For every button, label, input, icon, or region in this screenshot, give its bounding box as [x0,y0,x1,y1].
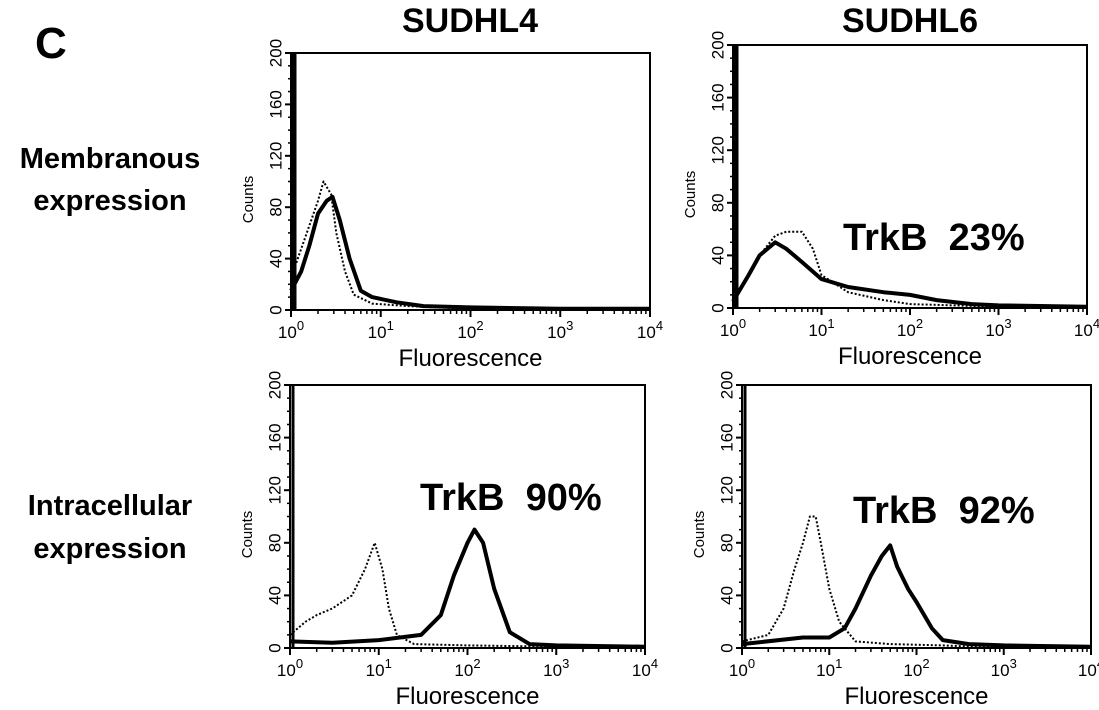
y-tick-label: 0 [266,305,285,314]
y-tick-label: 40 [265,586,284,605]
x-tick-label: 102 [454,656,480,680]
histogram-panel: 0 40 80 120 160 200 100 101 102 103 104 Counts Fluor… [691,371,1099,710]
x-axis-label: Fluorescence [844,683,988,710]
histogram-panel: 0 40 80 120 160 200 100 101 102 103 104 Counts Fluor… [239,371,658,710]
row-label-intracellular-1: Intracellular [28,490,192,522]
x-tick-label: 100 [720,316,746,340]
y-axis-label: Counts [682,171,699,219]
histogram-panel: 0 40 80 120 160 200 100 101 102 103 104 Counts Fluor… [682,31,1099,370]
trkb-percentage-annotation: TrkB 23% [843,217,1025,259]
dotted-histogram-line [289,541,646,649]
trkb-percentage-annotation: TrkB 90% [420,477,602,519]
y-axis-label: Counts [691,511,708,559]
row-label-intracellular-2: expression [33,533,186,565]
x-tick-label: 100 [278,318,304,342]
y-tick-label: 160 [708,83,727,111]
solid-histogram-line [741,543,1092,649]
x-tick-label: 101 [368,318,394,342]
x-tick-label: 103 [543,656,569,680]
trkb-percentage-annotation: TrkB 92% [853,490,1035,532]
x-tick-label: 103 [991,656,1017,680]
y-tick-label: 80 [265,533,284,552]
x-tick-label: 104 [1074,316,1099,340]
y-tick-label: 200 [266,39,285,67]
plot-frame [732,44,1088,309]
y-tick-label: 0 [717,643,736,652]
y-tick-label: 200 [717,371,736,399]
row-label-membranous-1: Membranous [20,143,200,175]
y-tick-label: 40 [266,249,285,268]
row-label-membranous-2: expression [33,185,186,217]
x-axis-label: Fluorescence [838,343,982,370]
dotted-histogram-line [741,515,1091,649]
y-tick-label: 160 [266,90,285,118]
y-tick-label: 80 [708,193,727,212]
y-tick-label: 0 [708,303,727,312]
y-tick-label: 160 [265,423,284,451]
y-tick-label: 80 [717,533,736,552]
column-title-sudhl4: SUDHL4 [402,2,538,40]
x-tick-label: 104 [632,656,658,680]
column-title-sudhl6: SUDHL6 [842,2,978,40]
histogram-panel: 0 40 80 120 160 200 100 101 102 103 104 Counts Fluor… [240,39,663,372]
y-tick-label: 160 [717,423,736,451]
x-axis-label: Fluorescence [398,345,542,372]
y-tick-label: 200 [708,31,727,59]
x-tick-label: 100 [729,656,755,680]
x-tick-label: 101 [366,656,392,680]
y-tick-label: 120 [717,476,736,504]
panel-letter: C [35,19,67,68]
dotted-histogram-line [290,180,651,311]
solid-histogram-line [289,527,646,649]
x-tick-label: 101 [816,656,842,680]
x-tick-label: 100 [277,656,303,680]
x-tick-label: 102 [903,656,929,680]
y-axis-label: Counts [239,511,256,559]
x-tick-label: 102 [457,318,483,342]
x-tick-label: 101 [808,316,834,340]
plot-frame [290,52,651,311]
y-tick-label: 0 [265,643,284,652]
y-tick-label: 120 [265,476,284,504]
x-tick-label: 104 [637,318,663,342]
y-tick-label: 200 [265,371,284,399]
y-tick-label: 80 [266,198,285,217]
y-tick-label: 120 [708,136,727,164]
y-tick-label: 40 [717,586,736,605]
x-tick-label: 103 [547,318,573,342]
x-tick-label: 103 [985,316,1011,340]
y-axis-label: Counts [240,176,257,224]
x-axis-label: Fluorescence [395,683,539,710]
y-tick-label: 40 [708,246,727,265]
solid-histogram-line [289,194,650,311]
x-tick-label: 104 [1078,656,1099,680]
x-tick-label: 102 [897,316,923,340]
y-tick-label: 120 [266,142,285,170]
